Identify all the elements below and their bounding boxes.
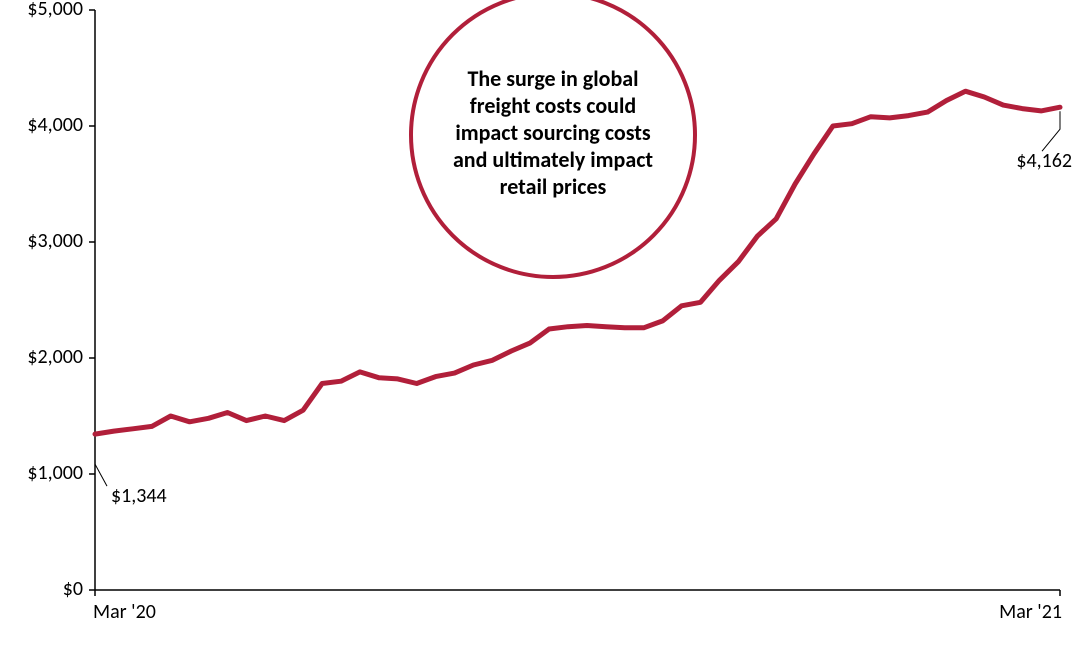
y-axis-ticks: $0 $1,000 $2,000 $3,000 $4,000 $5,000 — [27, 0, 95, 601]
y-tick-label: $0 — [63, 577, 83, 601]
end-value-label: $4,162 — [1016, 149, 1072, 173]
chart-svg: $0$1,000$2,000$3,000$4,000$5,000Mar '20M… — [0, 0, 1079, 652]
y-tick-label: $1,000 — [27, 461, 83, 485]
start-value-label: $1,344 — [111, 484, 167, 508]
y-tick-label: $2,000 — [27, 345, 83, 369]
start-leader — [95, 438, 107, 486]
y-tick-label: $3,000 — [27, 229, 83, 253]
y-tick-label: $5,000 — [27, 0, 83, 21]
y-tick-label: $4,000 — [27, 113, 83, 137]
x-tick-label: Mar '20 — [93, 600, 156, 624]
end-leader — [1042, 111, 1060, 151]
x-tick-label: Mar '21 — [999, 600, 1062, 624]
freight-cost-chart: $0$1,000$2,000$3,000$4,000$5,000Mar '20M… — [0, 0, 1079, 652]
x-axis-ticks: Mar '20 Mar '21 — [93, 590, 1062, 624]
